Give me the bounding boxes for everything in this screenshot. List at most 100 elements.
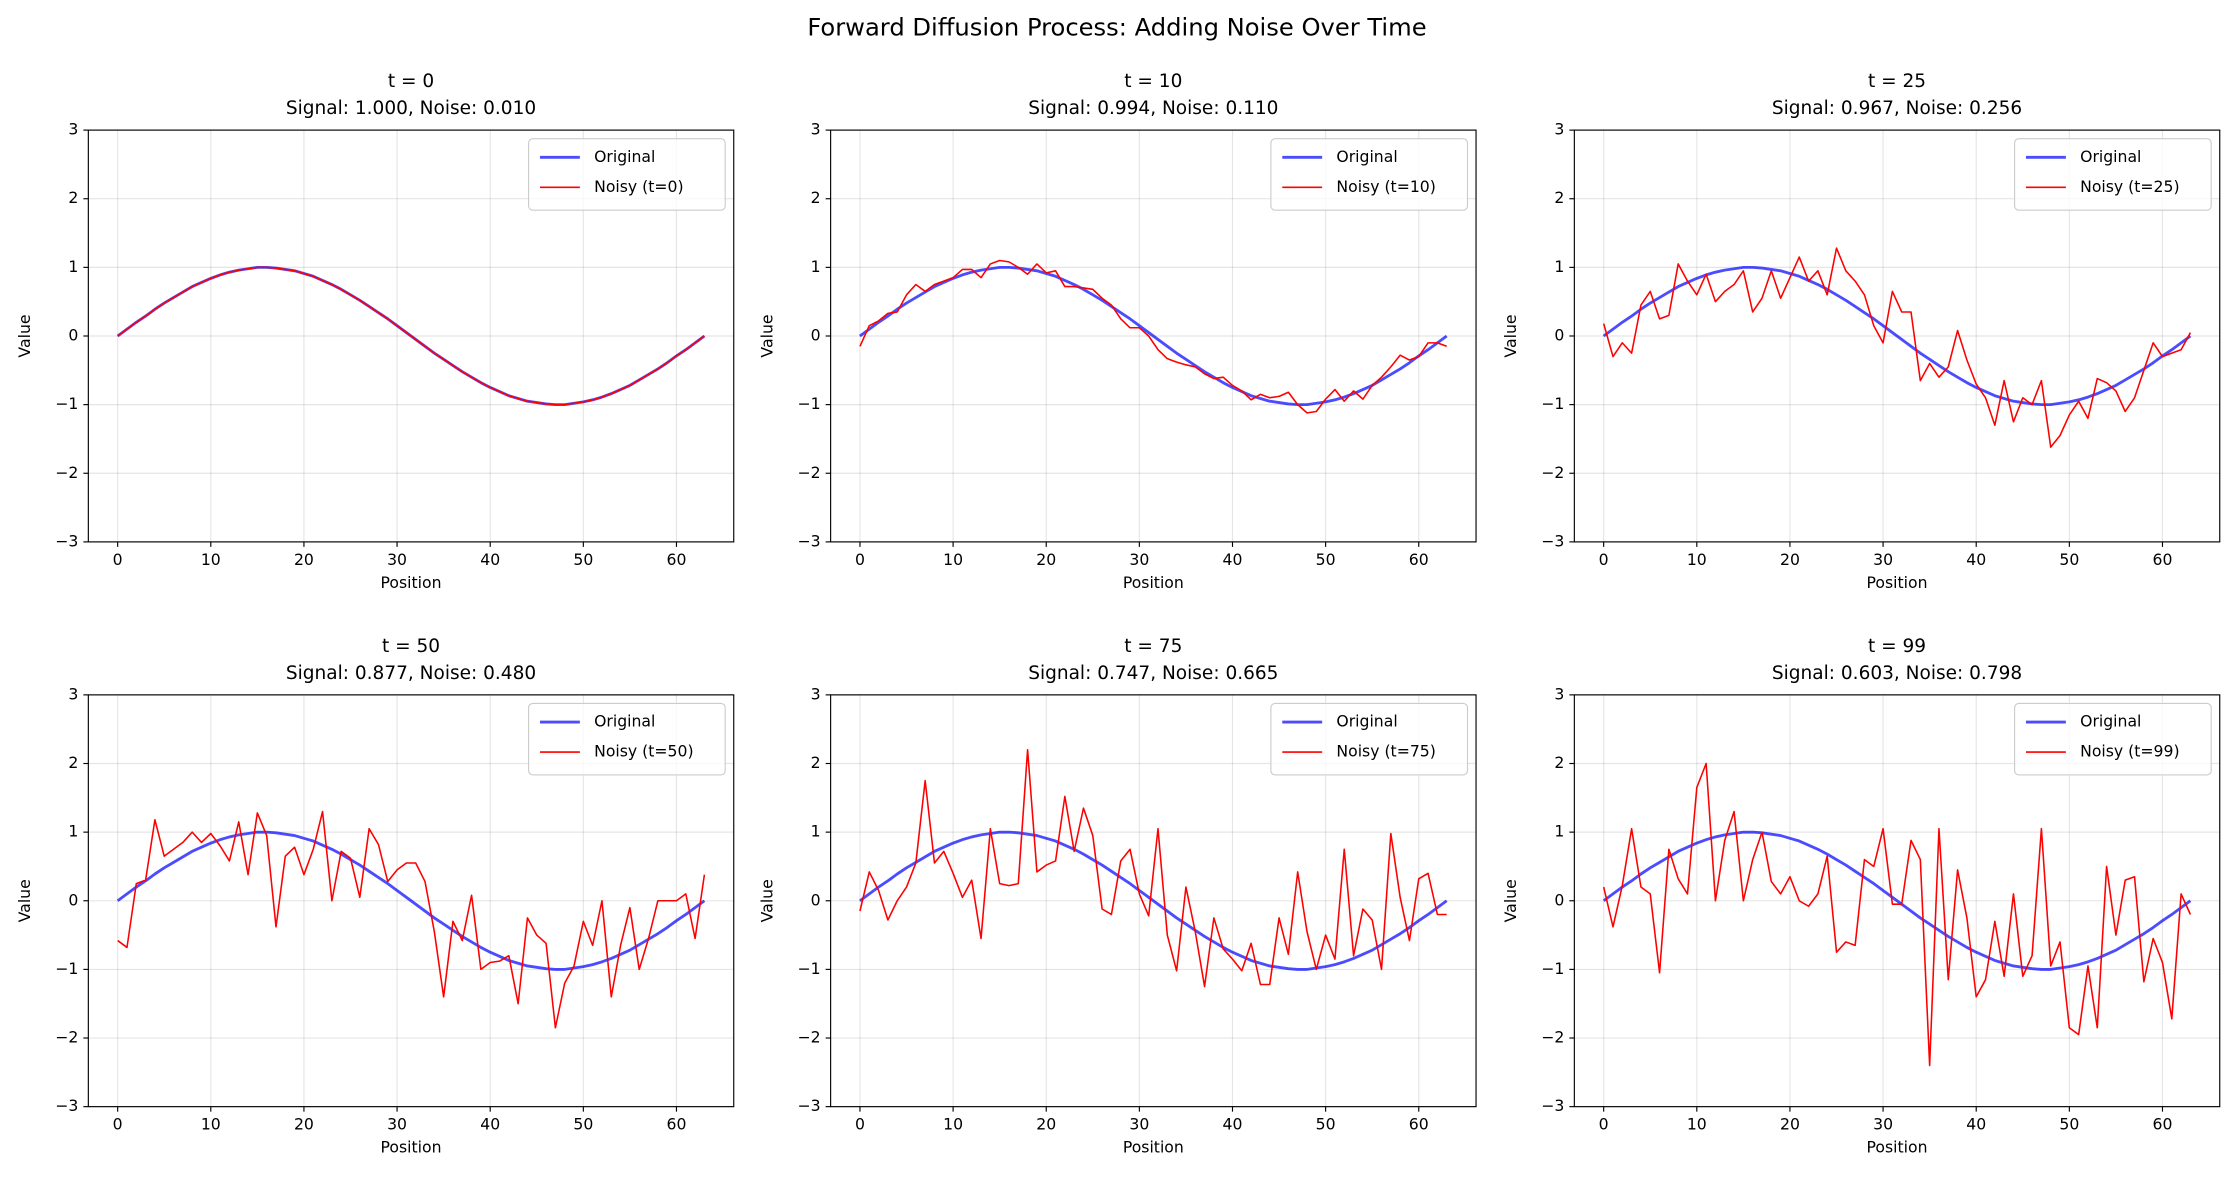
y-axis-label: Value	[15, 879, 34, 922]
y-tick-label: −1	[55, 959, 78, 978]
axes-frame	[830, 129, 1477, 543]
subplot-subtitle: Signal: 1.000, Noise: 0.010	[286, 98, 536, 119]
y-axis-label: Value	[15, 314, 34, 357]
subplot-title: t = 0	[388, 71, 434, 92]
x-tick-label: 60	[1409, 1115, 1429, 1134]
legend-label: Original	[594, 712, 655, 731]
y-tick-label: 2	[68, 188, 78, 207]
x-tick-label: 40	[1966, 1115, 1986, 1134]
legend-label: Original	[2080, 712, 2141, 731]
x-tick-label: 30	[1129, 550, 1149, 569]
y-tick-label: −2	[798, 1028, 821, 1047]
y-tick-label: 1	[1554, 257, 1564, 276]
y-tick-label: −2	[55, 1028, 78, 1047]
legend-label: Original	[1336, 147, 1397, 166]
y-tick-label: −3	[55, 1096, 78, 1115]
x-tick-label: 10	[943, 550, 963, 569]
x-tick-label: 60	[1409, 550, 1429, 569]
x-tick-label: 0	[113, 550, 123, 569]
x-tick-label: 30	[387, 1115, 407, 1134]
x-tick-label: 50	[573, 550, 593, 569]
legend-label: Noisy (t=99)	[2080, 742, 2179, 761]
x-tick-label: 10	[943, 1115, 963, 1134]
subplot-subtitle: Signal: 0.747, Noise: 0.665	[1028, 663, 1278, 684]
y-axis-label: Value	[1501, 879, 1520, 922]
x-tick-label: 60	[2153, 1115, 2173, 1134]
x-tick-label: 60	[667, 1115, 687, 1134]
y-tick-label: −2	[798, 463, 821, 482]
subplot-title: t = 75	[1124, 636, 1182, 657]
axes-frame	[1573, 129, 2221, 543]
subplot-subtitle: Signal: 0.603, Noise: 0.798	[1772, 663, 2022, 684]
series-line	[859, 748, 1447, 988]
figure-title: Forward Diffusion Process: Adding Noise …	[807, 13, 1426, 42]
y-tick-label: −1	[1541, 959, 1564, 978]
y-tick-label: −1	[798, 959, 821, 978]
x-tick-label: 50	[2059, 550, 2079, 569]
x-tick-label: 10	[1687, 550, 1707, 569]
series-line	[116, 830, 706, 971]
y-tick-label: 3	[811, 684, 821, 703]
y-tick-label: 1	[68, 257, 78, 276]
y-tick-label: −3	[1541, 531, 1564, 550]
y-tick-label: 3	[1554, 120, 1564, 139]
x-tick-label: 50	[1316, 1115, 1336, 1134]
y-tick-label: −1	[1541, 394, 1564, 413]
x-axis-label: Position	[1123, 573, 1184, 592]
subplot-title: t = 10	[1124, 71, 1182, 92]
x-tick-label: 30	[1873, 1115, 1893, 1134]
x-tick-label: 0	[855, 1115, 865, 1134]
x-tick-label: 30	[387, 550, 407, 569]
y-tick-label: 3	[68, 120, 78, 139]
x-tick-label: 0	[1599, 550, 1609, 569]
y-tick-label: 1	[811, 822, 821, 841]
axes-frame	[87, 694, 735, 1108]
y-tick-label: −1	[798, 394, 821, 413]
x-tick-label: 30	[1873, 550, 1893, 569]
y-tick-label: 0	[68, 325, 78, 344]
legend-label: Noisy (t=50)	[594, 742, 693, 761]
legend-label: Noisy (t=25)	[2080, 177, 2179, 196]
y-tick-label: 3	[1554, 684, 1564, 703]
subplot-subtitle: Signal: 0.994, Noise: 0.110	[1028, 98, 1278, 119]
x-tick-label: 20	[1036, 550, 1056, 569]
subplot-subtitle: Signal: 0.967, Noise: 0.256	[1772, 98, 2022, 119]
x-axis-label: Position	[381, 573, 442, 592]
legend-label: Noisy (t=0)	[594, 177, 683, 196]
x-tick-label: 40	[1966, 550, 1986, 569]
x-tick-label: 20	[294, 550, 314, 569]
y-tick-label: −1	[55, 394, 78, 413]
legend-label: Original	[1336, 712, 1397, 731]
subplot-title: t = 25	[1868, 71, 1926, 92]
y-tick-label: −2	[1541, 463, 1564, 482]
axes-frame	[87, 129, 735, 543]
y-tick-label: 3	[811, 120, 821, 139]
y-tick-label: 2	[811, 753, 821, 772]
x-tick-label: 40	[480, 1115, 500, 1134]
y-tick-label: −3	[55, 531, 78, 550]
series-line	[859, 830, 1448, 971]
y-axis-label: Value	[757, 314, 776, 357]
x-tick-label: 0	[855, 550, 865, 569]
x-tick-label: 10	[201, 550, 221, 569]
y-tick-label: 0	[811, 890, 821, 909]
y-axis-label: Value	[1501, 314, 1520, 357]
y-axis-label: Value	[757, 879, 776, 922]
axes-frame	[830, 694, 1477, 1108]
x-tick-label: 50	[1316, 550, 1336, 569]
y-tick-label: 2	[811, 188, 821, 207]
legend-label: Original	[594, 147, 655, 166]
y-tick-label: −3	[798, 531, 821, 550]
y-tick-label: 1	[811, 257, 821, 276]
x-tick-label: 10	[201, 1115, 221, 1134]
x-tick-label: 20	[1780, 1115, 1800, 1134]
x-axis-label: Position	[1867, 1138, 1928, 1157]
x-tick-label: 30	[1129, 1115, 1149, 1134]
series-line	[859, 259, 1447, 414]
series-line	[117, 266, 705, 406]
y-tick-label: −3	[798, 1096, 821, 1115]
y-tick-label: −2	[55, 463, 78, 482]
subplot-title: t = 99	[1868, 636, 1926, 657]
